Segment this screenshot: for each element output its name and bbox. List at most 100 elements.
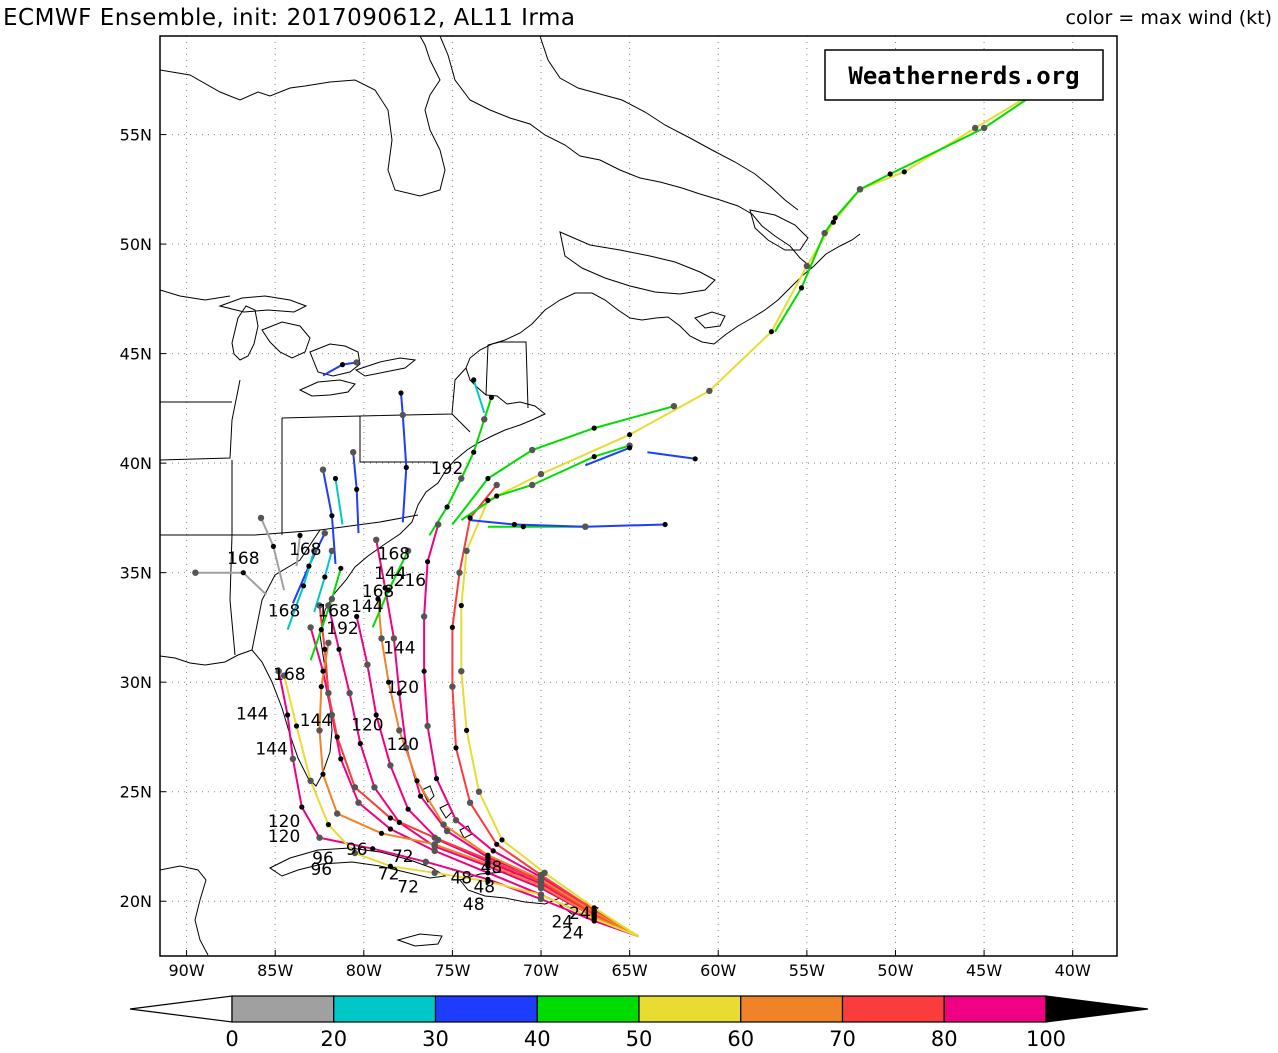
track-position-marker (435, 521, 442, 528)
track-position-marker (328, 595, 336, 603)
forecast-hour-label: 144 (374, 564, 406, 584)
ensemble-track (584, 446, 630, 467)
track-position-marker (355, 799, 362, 806)
track-position-marker (499, 837, 505, 843)
ensemble-track (470, 519, 666, 528)
forecast-hour-label: 216 (394, 571, 426, 591)
colorbar-bin (638, 995, 742, 1023)
colorbar: 0 20 30 40 50 60 70 80 100 (129, 995, 1149, 1051)
forecast-hour-label: 144 (383, 639, 415, 659)
colorbar-bin (333, 995, 437, 1023)
track-position-marker (485, 878, 491, 885)
legend-caption: color = max wind (kt) (1066, 7, 1272, 29)
forecast-hour-label: 168 (317, 602, 349, 622)
track-position-marker (405, 806, 411, 812)
track-position-marker (485, 857, 491, 863)
track-position-marker (670, 403, 678, 410)
ensemble-track (400, 392, 408, 523)
track-position-marker (192, 569, 199, 576)
track-position-marker (591, 916, 597, 922)
forecast-hour-label: 168 (362, 582, 394, 602)
track-position-marker (420, 613, 428, 620)
track-position-marker (537, 882, 545, 890)
colorbar-bin (841, 995, 945, 1023)
forecast-hour-label: 168 (378, 545, 410, 565)
track-position-marker (257, 514, 265, 522)
forecast-hour-label: 24 (562, 924, 584, 944)
track-position-marker (293, 723, 300, 729)
forecast-hour-label: 120 (268, 827, 300, 847)
track-position-marker (431, 841, 438, 848)
track-position-marker (444, 504, 450, 510)
coastlines (160, 36, 861, 956)
track-position-marker (346, 689, 353, 697)
track-position-marker (275, 668, 282, 675)
track-position-marker (456, 569, 463, 576)
track-position-marker (417, 793, 424, 799)
track-position-marker (289, 755, 297, 763)
track-position-marker (798, 285, 805, 291)
plot-background (160, 36, 1117, 956)
forecast-hour-label: 24 (551, 913, 573, 933)
track-position-marker (403, 744, 410, 752)
colorbar-label: 30 (422, 1027, 449, 1051)
track-position-marker (328, 711, 336, 719)
track-position-marker (449, 683, 456, 690)
track-position-marker (591, 425, 597, 431)
track-position-marker (299, 804, 305, 810)
forecast-hour-label: 192 (326, 619, 358, 639)
track-position-marker (386, 679, 392, 685)
ensemble-track (428, 397, 493, 536)
lon-tick-label: 40W (1055, 961, 1091, 980)
forecast-hour-label: 144 (255, 740, 287, 760)
track-position-marker (354, 486, 360, 492)
track-position-marker (316, 602, 323, 609)
ensemble-track (334, 478, 344, 525)
track-position-marker (280, 672, 288, 679)
track-position-marker (339, 362, 346, 368)
brand-box-frame (824, 49, 1104, 101)
track-position-marker (422, 858, 429, 865)
colorbar-bin (231, 995, 335, 1023)
track-position-marker (334, 734, 340, 740)
ensemble-track (472, 379, 486, 414)
forecast-hour-label: 144 (351, 597, 383, 617)
ensemble-track (647, 451, 696, 460)
track-position-marker (431, 847, 438, 855)
lon-tick-label: 75W (434, 961, 470, 980)
forecast-hour-label: 144 (300, 711, 332, 731)
track-position-marker (399, 411, 406, 419)
track-position-marker (901, 169, 907, 175)
track-position-marker (887, 171, 893, 177)
track-position-marker (306, 563, 312, 569)
track-position-marker (325, 639, 332, 646)
track-position-marker (307, 624, 314, 631)
forecast-hour-label: 168 (273, 665, 305, 685)
forecast-hour-label: 120 (387, 735, 419, 755)
track-position-marker (662, 521, 668, 528)
track-position-marker (311, 547, 318, 554)
forecast-hour-label: 72 (378, 864, 400, 884)
track-position-marker (537, 876, 545, 883)
lon-tick-label: 55W (789, 961, 825, 980)
track-position-marker (338, 565, 344, 571)
track-position-marker (458, 475, 465, 482)
track-position-marker (373, 712, 379, 718)
forecast-hour-label: 168 (227, 549, 259, 569)
lon-tick-label: 70W (523, 961, 559, 980)
track-position-marker (354, 613, 360, 620)
track-position-marker (511, 521, 517, 528)
track-position-marker (350, 449, 357, 456)
forecast-hour-label: 96 (312, 849, 334, 869)
track-position-marker (351, 849, 359, 857)
lat-tick-label: 45N (120, 345, 152, 364)
track-position-marker (390, 635, 398, 642)
track-position-marker (318, 684, 324, 690)
forecast-hour-label: 48 (463, 895, 485, 915)
track-position-marker (481, 416, 488, 423)
lon-tick-label: 45W (966, 961, 1002, 980)
track-position-marker (386, 587, 392, 593)
track-position-marker (488, 394, 494, 400)
colorbar-label: 40 (524, 1027, 551, 1051)
